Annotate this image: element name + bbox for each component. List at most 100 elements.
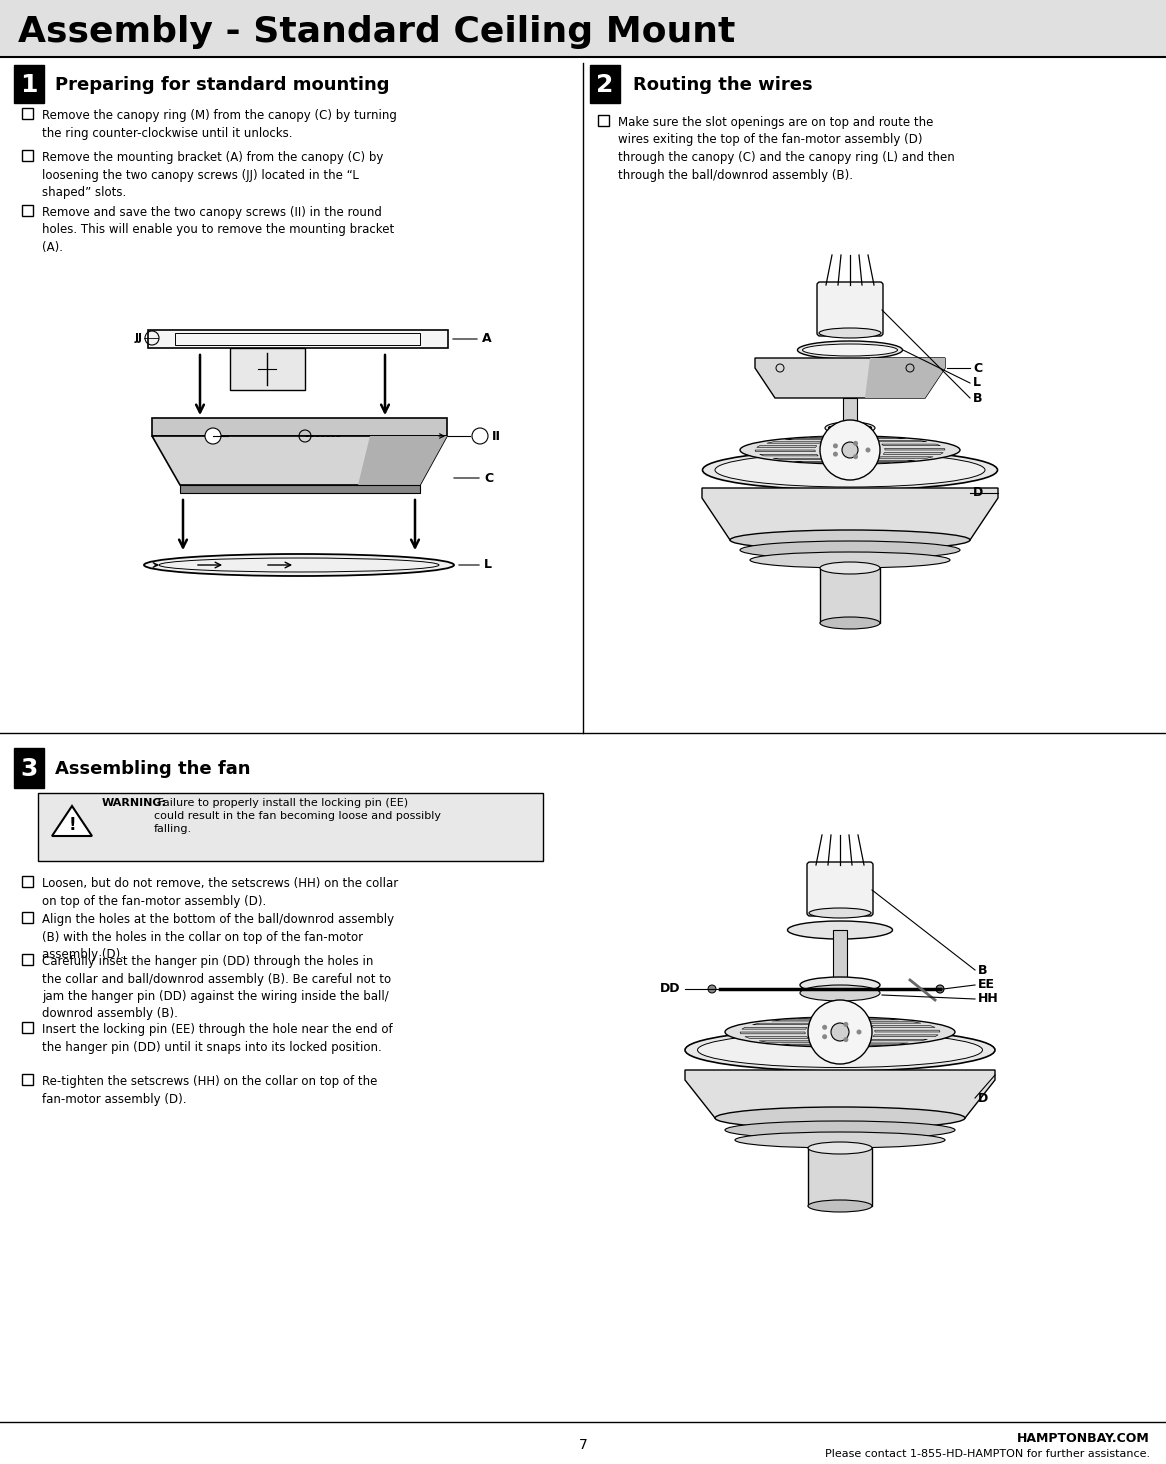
Text: Carefully inset the hanger pin (DD) through the holes in
the collar and ball/dow: Carefully inset the hanger pin (DD) thro… (42, 955, 391, 1020)
Text: L: L (972, 376, 981, 389)
Text: B: B (972, 391, 983, 404)
Text: Make sure the slot openings are on top and route the
wires exiting the top of th: Make sure the slot openings are on top a… (618, 116, 955, 182)
Text: Preparing for standard mounting: Preparing for standard mounting (55, 76, 389, 94)
Text: Insert the locking pin (EE) through the hole near the end of
the hanger pin (DD): Insert the locking pin (EE) through the … (42, 1023, 393, 1054)
Circle shape (838, 422, 842, 426)
Bar (38, 793, 543, 861)
Bar (820, 568, 880, 624)
Ellipse shape (684, 1029, 995, 1072)
Bar (590, 64, 620, 102)
Text: A: A (482, 332, 492, 346)
Ellipse shape (826, 422, 874, 433)
Polygon shape (885, 448, 944, 449)
Text: L: L (484, 558, 492, 571)
Circle shape (858, 422, 862, 426)
Ellipse shape (820, 616, 880, 630)
Circle shape (822, 1025, 827, 1029)
Ellipse shape (750, 552, 950, 568)
FancyBboxPatch shape (817, 283, 883, 337)
Text: Failure to properly install the locking pin (EE)
could result in the fan becomin: Failure to properly install the locking … (154, 798, 441, 834)
Polygon shape (881, 444, 940, 445)
Circle shape (838, 430, 842, 435)
Polygon shape (757, 445, 816, 448)
Ellipse shape (725, 1017, 955, 1047)
Polygon shape (873, 1035, 939, 1037)
Bar (22, 149, 33, 161)
Bar (808, 1148, 872, 1206)
Polygon shape (152, 436, 447, 485)
Bar (14, 64, 44, 102)
Bar (152, 419, 447, 436)
Polygon shape (52, 807, 92, 836)
Ellipse shape (740, 436, 960, 464)
Ellipse shape (715, 452, 985, 488)
Text: HH: HH (978, 993, 999, 1006)
Bar (14, 748, 44, 788)
Ellipse shape (735, 1132, 944, 1148)
Text: Please contact 1-855-HD-HAMPTON for further assistance.: Please contact 1-855-HD-HAMPTON for furt… (824, 1449, 1150, 1460)
Text: EE: EE (978, 978, 995, 991)
Bar (22, 955, 33, 965)
Bar (22, 1022, 33, 1034)
Ellipse shape (740, 542, 960, 559)
Circle shape (936, 985, 944, 993)
Text: II: II (492, 429, 501, 442)
Bar (22, 1075, 33, 1085)
Circle shape (868, 426, 872, 430)
Text: 7: 7 (578, 1438, 588, 1452)
Text: Remove and save the two canopy screws (II) in the round
holes. This will enable : Remove and save the two canopy screws (I… (42, 206, 394, 253)
Ellipse shape (820, 562, 880, 574)
Text: WARNING:: WARNING: (101, 798, 167, 808)
Circle shape (833, 451, 838, 457)
Polygon shape (872, 1026, 935, 1028)
Circle shape (843, 1022, 849, 1026)
Circle shape (828, 426, 833, 430)
Polygon shape (752, 1023, 812, 1025)
Polygon shape (865, 359, 944, 398)
Ellipse shape (808, 1142, 872, 1154)
Text: B: B (978, 963, 988, 976)
Bar (833, 930, 847, 985)
Circle shape (843, 1037, 849, 1042)
Circle shape (857, 1029, 862, 1035)
Ellipse shape (800, 976, 880, 993)
Circle shape (858, 430, 862, 435)
Circle shape (833, 444, 838, 448)
Bar (22, 875, 33, 887)
Text: Align the holes at the bottom of the ball/downrod assembly
(B) with the holes in: Align the holes at the bottom of the bal… (42, 914, 394, 960)
Text: JJ: JJ (135, 332, 143, 343)
Text: 2: 2 (596, 73, 613, 97)
Polygon shape (884, 452, 943, 454)
Ellipse shape (787, 921, 892, 938)
Circle shape (472, 427, 489, 444)
Text: Routing the wires: Routing the wires (633, 76, 813, 94)
Ellipse shape (802, 344, 898, 356)
Circle shape (854, 454, 858, 460)
Ellipse shape (809, 908, 871, 918)
Circle shape (865, 448, 871, 452)
Ellipse shape (715, 1107, 965, 1129)
Bar (598, 116, 609, 126)
Ellipse shape (697, 1032, 983, 1067)
Bar (148, 329, 448, 348)
Text: D: D (972, 486, 983, 499)
Text: 1: 1 (20, 73, 37, 97)
Circle shape (205, 427, 222, 444)
Polygon shape (358, 436, 447, 485)
Bar (0, 0, 1166, 56)
FancyBboxPatch shape (807, 862, 873, 916)
Polygon shape (745, 1037, 808, 1038)
Text: HAMPTONBAY.COM: HAMPTONBAY.COM (1017, 1432, 1150, 1445)
Circle shape (822, 1034, 827, 1039)
Text: !: ! (68, 815, 76, 834)
Circle shape (708, 985, 716, 993)
Polygon shape (756, 449, 815, 452)
Bar (175, 332, 420, 346)
Ellipse shape (730, 530, 970, 550)
Ellipse shape (143, 553, 454, 575)
Polygon shape (869, 1039, 927, 1041)
Text: DD: DD (660, 982, 680, 996)
Circle shape (820, 420, 880, 480)
Circle shape (842, 442, 858, 458)
Polygon shape (684, 1070, 995, 1118)
